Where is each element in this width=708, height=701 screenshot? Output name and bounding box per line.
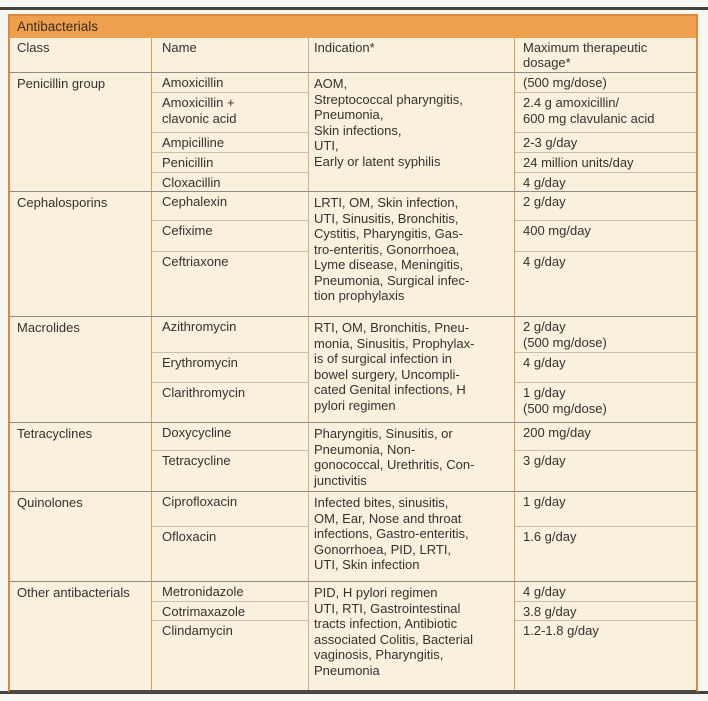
drug-dosage: 1.2-1.8 g/day — [523, 623, 599, 638]
photo-frame-top-line — [0, 7, 708, 10]
drug-name: Azithromycin — [152, 317, 309, 353]
drug-name: Ceftriaxone — [152, 252, 309, 316]
drug-name: Cephalexin — [152, 192, 309, 221]
drug-name: Tetracycline — [152, 451, 309, 491]
table-title: Antibacterials — [17, 19, 99, 34]
antibacterials-table: Antibacterials Class Name Indication* Ma… — [8, 14, 698, 693]
table-row-group-penicillin: Penicillin group AOM, Streptococcal phar… — [10, 72, 696, 191]
drug-name: Doxycycline — [152, 423, 309, 451]
drug-name: Ofloxacin — [152, 527, 309, 581]
class-label: Tetracyclines — [10, 423, 152, 491]
table-row-group-other-antibacterials: Other antibacterials PID, H pylori regim… — [10, 581, 696, 690]
drug-dosage: 3 g/day — [523, 453, 566, 468]
drug-name: Cefixime — [152, 221, 309, 252]
drug-dosage: 1 g/day (500 mg/dose) — [523, 385, 607, 416]
indication-text: Infected bites, sinusitis, OM, Ear, Nose… — [309, 492, 515, 581]
indication-text: AOM, Streptococcal pharyngitis, Pneumoni… — [309, 73, 515, 191]
drug-name: Cloxacillin — [152, 173, 309, 191]
table-row-group-tetracyclines: Tetracyclines Pharyngitis, Sinusitis, or… — [10, 422, 696, 491]
class-label: Other antibacterials — [10, 582, 152, 690]
drug-dosage: 1.6 g/day — [523, 529, 577, 544]
column-header-name: Name — [152, 38, 309, 72]
drug-name: Penicillin — [152, 153, 309, 173]
indication-text: Pharyngitis, Sinusitis, or Pneumonia, No… — [309, 423, 515, 491]
indication-text: PID, H pylori regimen UTI, RTI, Gastroin… — [309, 582, 515, 690]
drug-name: Ampicilline — [152, 133, 309, 153]
drug-name: Amoxicillin + clavonic acid — [152, 93, 309, 133]
class-label: Penicillin group — [10, 73, 152, 191]
table-row-group-cephalosporins: Cephalosporins LRTI, OM, Skin infection,… — [10, 191, 696, 316]
drug-dosage: (500 mg/dose) — [515, 73, 696, 93]
table-row-group-macrolides: Macrolides RTI, OM, Bronchitis, Pneu- mo… — [10, 316, 696, 422]
indication-text: RTI, OM, Bronchitis, Pneu- monia, Sinusi… — [309, 317, 515, 422]
drug-dosage: 2-3 g/day — [515, 133, 696, 153]
indication-text: LRTI, OM, Skin infection, UTI, Sinusitis… — [309, 192, 515, 316]
drug-dosage: 400 mg/day — [515, 221, 696, 252]
drug-name: Cotrimaxazole — [152, 602, 309, 621]
drug-name: Amoxicillin — [152, 73, 309, 93]
column-header-indication: Indication* — [309, 38, 515, 72]
drug-name: Clindamycin — [152, 621, 309, 690]
drug-dosage: 4 g/day — [523, 175, 566, 190]
table-header-row: Class Name Indication* Maximum therapeut… — [10, 38, 696, 72]
drug-dosage: 4 g/day — [515, 582, 696, 602]
drug-dosage: 200 mg/day — [515, 423, 696, 451]
drug-name: Clarithromycin — [152, 383, 309, 422]
class-label: Cephalosporins — [10, 192, 152, 316]
drug-dosage: 4 g/day — [515, 353, 696, 383]
column-header-dosage: Maximum therapeutic dosage* — [523, 40, 648, 70]
drug-dosage: 2.4 g amoxicillin/ 600 mg clavulanic aci… — [515, 93, 696, 133]
class-label: Quinolones — [10, 492, 152, 581]
drug-dosage: 2 g/day (500 mg/dose) — [515, 317, 696, 353]
drug-name: Ciprofloxacin — [152, 492, 309, 527]
table-title-bar: Antibacterials — [10, 16, 696, 38]
drug-dosage: 2 g/day — [515, 192, 696, 221]
drug-dosage: 3.8 g/day — [515, 602, 696, 621]
column-header-class: Class — [10, 38, 152, 72]
class-label: Macrolides — [10, 317, 152, 422]
drug-name: Erythromycin — [152, 353, 309, 383]
table-row-group-quinolones: Quinolones Infected bites, sinusitis, OM… — [10, 491, 696, 581]
drug-dosage: 4 g/day — [523, 254, 566, 269]
drug-name: Metronidazole — [152, 582, 309, 602]
drug-dosage: 24 million units/day — [515, 153, 696, 173]
drug-dosage: 1 g/day — [515, 492, 696, 527]
